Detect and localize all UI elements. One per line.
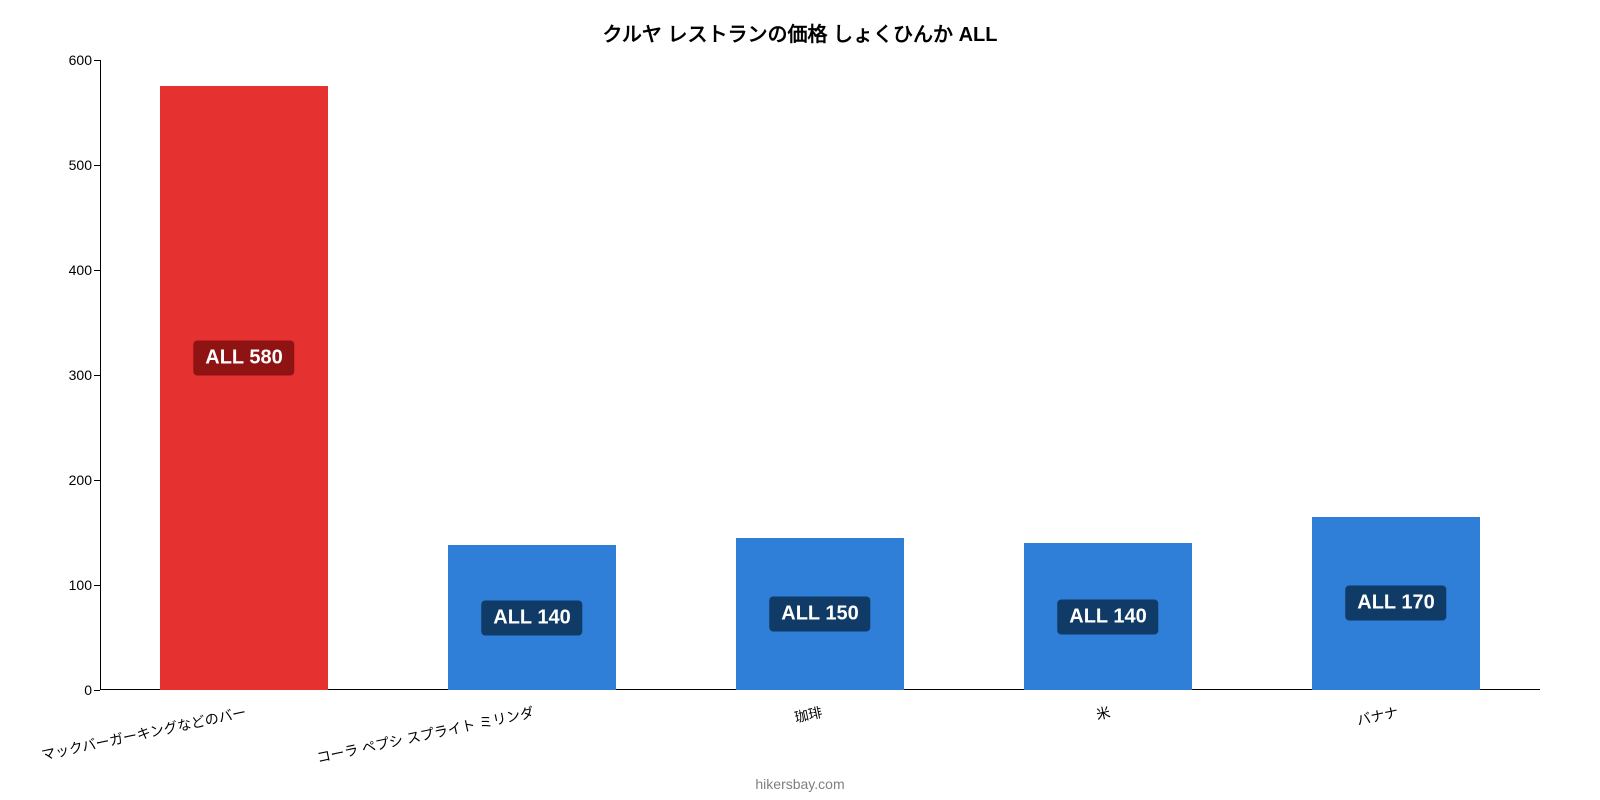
y-tick-mark — [94, 270, 100, 271]
chart-title: クルヤ レストランの価格 しょくひんか ALL — [0, 0, 1600, 47]
y-tick-mark — [94, 690, 100, 691]
bar-value-label: ALL 140 — [1057, 599, 1158, 634]
y-tick-label: 500 — [48, 157, 92, 173]
y-tick-label: 400 — [48, 262, 92, 278]
source-attribution: hikersbay.com — [0, 776, 1600, 792]
chart-area: 0100200300400500600ALL 580マックバーガーキングなどのバ… — [100, 60, 1540, 690]
x-category-label: 米 — [1094, 702, 1112, 724]
bar-value-label: ALL 150 — [769, 596, 870, 631]
y-tick-label: 100 — [48, 577, 92, 593]
y-tick-label: 0 — [48, 682, 92, 698]
bar — [160, 86, 327, 690]
y-tick-mark — [94, 165, 100, 166]
bar-value-label: ALL 140 — [481, 600, 582, 635]
y-tick-label: 300 — [48, 367, 92, 383]
y-tick-label: 600 — [48, 52, 92, 68]
y-tick-label: 200 — [48, 472, 92, 488]
x-category-label: コーラ ペプシ スプライト ミリンダ — [315, 702, 536, 768]
x-category-label: マックバーガーキングなどのバー — [40, 702, 248, 765]
bar-value-label: ALL 170 — [1345, 586, 1446, 621]
plot-area: 0100200300400500600ALL 580マックバーガーキングなどのバ… — [100, 60, 1540, 690]
y-axis-line — [100, 60, 101, 690]
x-category-label: バナナ — [1355, 702, 1400, 730]
y-tick-mark — [94, 585, 100, 586]
bar-value-label: ALL 580 — [193, 340, 294, 375]
y-tick-mark — [94, 375, 100, 376]
x-category-label: 珈琲 — [793, 702, 825, 727]
y-tick-mark — [94, 480, 100, 481]
y-tick-mark — [94, 60, 100, 61]
